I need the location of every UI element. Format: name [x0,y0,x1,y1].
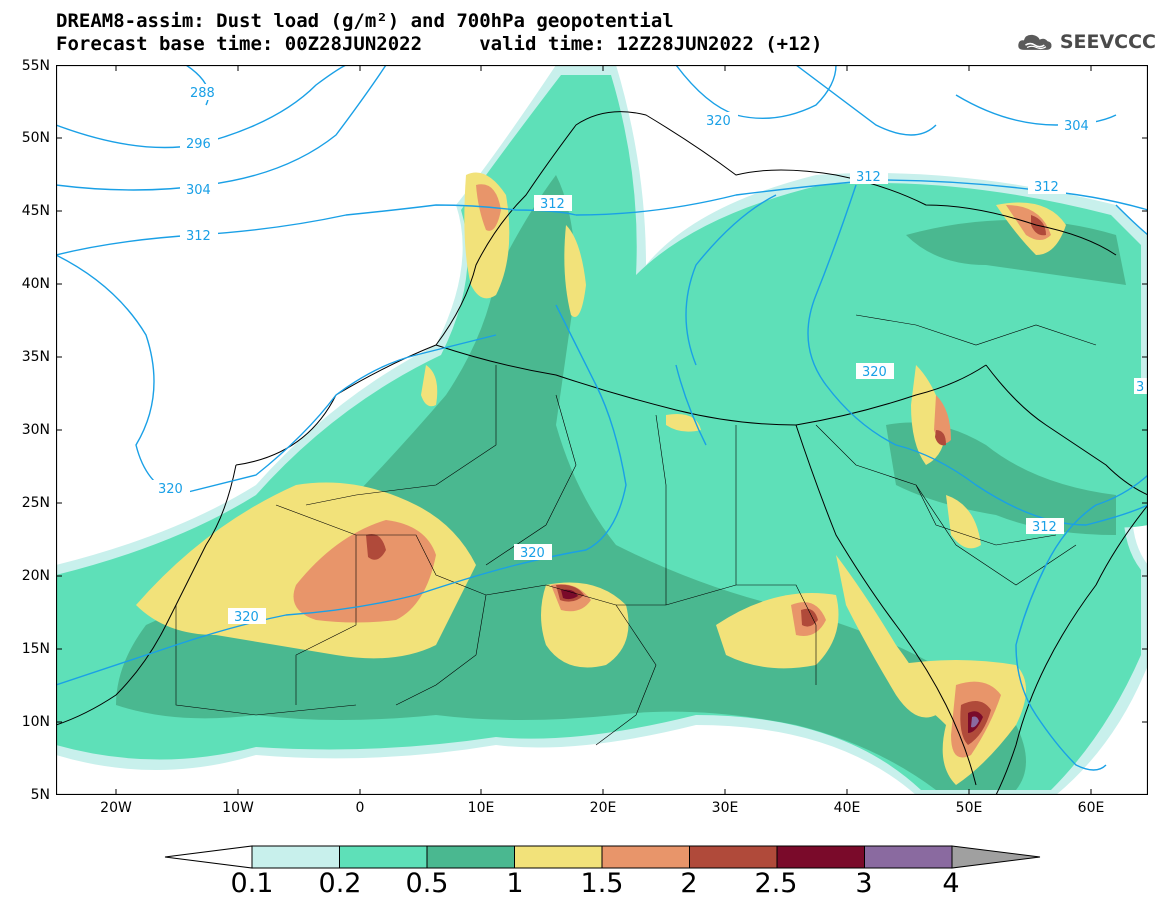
legend-label-1.5: 1.5 [580,868,624,899]
dust-load-map: 288 296 304 312 320 320 312 312 312 320 … [56,65,1148,795]
lat-label-25n: 25N [21,495,50,511]
contour-label-304-east: 304 [1064,119,1089,134]
lat-label-40n: 40N [21,276,50,292]
contour-label-320-sahel: 320 [234,610,259,625]
contour-label-312-turkey: 312 [856,170,881,185]
lon-label-10w: 10W [222,800,254,816]
contour-label-296: 296 [186,137,211,152]
legend-label-0.5: 0.5 [405,868,449,899]
legend-box-3 [864,845,953,869]
lat-label-20n: 20N [21,568,50,584]
legend-box-0.2 [339,845,428,869]
lat-label-30n: 30N [21,422,50,438]
contour-label-312-iraq: 320 [862,365,887,380]
legend-label-3: 3 [855,868,873,899]
legend-label-2: 2 [680,868,698,899]
contour-label-312-oman: 312 [1032,520,1057,535]
legend-label-1: 1 [506,868,524,899]
contour-label-312-italy: 312 [540,197,565,212]
lat-label-10n: 10N [21,714,50,730]
lon-label-40e: 40E [833,800,861,816]
contour-label-304: 304 [186,183,211,198]
seevccc-logo: SEEVCCC [1016,27,1156,57]
cloud-icon [1018,34,1052,50]
lon-label-10e: 10E [467,800,495,816]
legend-box-2 [689,845,778,869]
legend-colorbar [164,845,1041,869]
legend-high-arrow [951,845,1041,869]
map-canvas: 288 296 304 312 320 320 312 312 312 320 … [56,65,1148,795]
contour-label-320-west: 320 [158,482,183,497]
contour-label-320-balkan: 320 [706,114,731,129]
dust-level-3 [971,716,979,728]
logo-text: SEEVCCC [1059,31,1156,53]
lon-label-0: 0 [355,800,365,816]
legend-box-0.1 [251,845,340,869]
legend-box-1.5 [601,845,690,869]
contour-label-312: 312 [186,229,211,244]
lat-label-45n: 45N [21,203,50,219]
lat-label-5n: 5N [30,787,50,803]
contour-label-edge: 3 [1136,380,1144,395]
lat-label-15n: 15N [21,641,50,657]
legend-box-2.5 [776,845,865,869]
geopotential-contours [56,65,1148,771]
axis-ticks [56,65,1148,795]
contour-label-312-caspian: 312 [1034,180,1059,195]
country-borders [175,314,1097,746]
map-title: DREAM8-assim: Dust load (g/m²) and 700hP… [56,10,674,32]
lon-label-60e: 60E [1077,800,1105,816]
forecast-time-line: Forecast base time: 00Z28JUN2022 valid t… [56,33,823,55]
contour-labels: 288 296 304 312 320 320 312 312 312 320 … [152,84,1148,625]
lon-label-50e: 50E [955,800,983,816]
lat-label-50n: 50N [21,130,50,146]
lon-label-20w: 20W [100,800,132,816]
legend-box-0.5 [426,845,515,869]
legend-label-0.1: 0.1 [230,868,274,899]
legend-label-2.5: 2.5 [754,868,798,899]
lat-label-35n: 35N [21,349,50,365]
lon-label-30e: 30E [711,800,739,816]
lat-label-55n: 55N [21,58,50,74]
legend-boxes [251,845,953,869]
legend-low-arrow [164,845,253,869]
contour-label-288: 288 [190,86,215,101]
legend-label-0.2: 0.2 [318,868,362,899]
legend-label-4: 4 [942,868,960,899]
legend-box-1 [514,845,603,869]
contour-label-320-chad: 320 [520,546,545,561]
lon-label-20e: 20E [589,800,617,816]
